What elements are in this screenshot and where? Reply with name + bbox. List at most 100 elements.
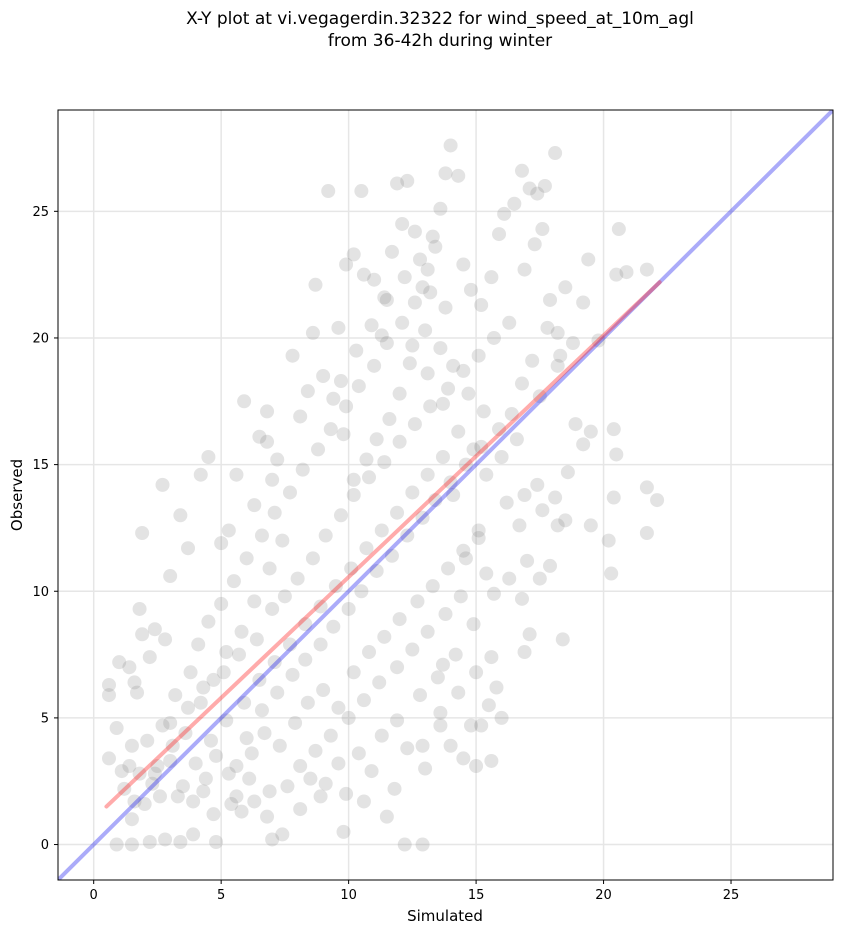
data-point <box>234 804 249 819</box>
data-point <box>494 710 509 725</box>
data-point <box>548 490 563 505</box>
data-point <box>441 561 456 576</box>
data-point <box>390 713 405 728</box>
data-point <box>443 138 458 153</box>
data-point <box>206 807 221 822</box>
data-point <box>413 252 428 267</box>
data-point <box>609 267 624 282</box>
data-point <box>405 485 420 500</box>
data-point <box>507 196 522 211</box>
data-point <box>318 528 333 543</box>
data-point <box>147 622 162 637</box>
data-point <box>142 835 157 850</box>
data-point <box>461 386 476 401</box>
data-point <box>285 348 300 363</box>
data-point <box>244 746 259 761</box>
data-point <box>486 586 501 601</box>
data-point <box>379 292 394 307</box>
data-point <box>356 794 371 809</box>
data-point <box>400 741 415 756</box>
data-point <box>137 797 152 812</box>
data-point <box>369 432 384 447</box>
data-point <box>232 647 247 662</box>
data-point <box>122 660 137 675</box>
data-point <box>124 812 139 827</box>
data-point <box>364 318 379 333</box>
data-point <box>362 470 377 485</box>
data-point <box>469 759 484 774</box>
data-point <box>112 655 127 670</box>
data-point <box>265 601 280 616</box>
data-point <box>390 505 405 520</box>
data-point <box>415 510 430 525</box>
data-point <box>407 224 422 239</box>
data-point <box>308 277 323 292</box>
data-point <box>254 528 269 543</box>
data-point <box>532 389 547 404</box>
data-point <box>619 265 634 280</box>
data-point <box>543 558 558 573</box>
data-point <box>405 338 420 353</box>
data-point <box>407 295 422 310</box>
data-point <box>402 356 417 371</box>
data-point <box>514 163 529 178</box>
data-point <box>145 776 160 791</box>
data-point <box>384 244 399 259</box>
data-point <box>318 776 333 791</box>
data-point <box>346 247 361 262</box>
data-point <box>216 665 231 680</box>
data-point <box>517 488 532 502</box>
data-point <box>392 434 407 449</box>
data-point <box>336 427 351 442</box>
x-axis-label: Simulated <box>407 907 483 925</box>
data-point <box>456 257 471 272</box>
data-point <box>418 761 433 776</box>
data-point <box>639 525 654 540</box>
data-point <box>201 614 216 629</box>
y-axis-label: Observed <box>8 459 26 531</box>
y-tick-label: 0 <box>41 838 49 853</box>
data-point <box>609 447 624 462</box>
data-point <box>430 670 445 685</box>
data-point <box>517 645 532 660</box>
axis-ticks: 0 5 10 15 20 25 0 5 10 15 20 25 <box>32 205 739 903</box>
y-tick-label: 20 <box>32 331 49 346</box>
data-point <box>420 262 435 277</box>
data-point <box>354 584 369 599</box>
data-point <box>193 467 208 482</box>
data-point <box>471 523 486 538</box>
data-point <box>333 508 348 523</box>
data-point <box>316 368 331 383</box>
data-point <box>583 424 598 439</box>
x-tick-label: 20 <box>595 888 612 903</box>
data-point <box>336 824 351 839</box>
data-point <box>252 429 267 444</box>
data-point <box>277 589 292 604</box>
data-point <box>639 480 654 495</box>
data-point <box>186 827 201 842</box>
data-point <box>193 695 208 710</box>
data-points <box>101 138 665 852</box>
data-point <box>203 733 218 748</box>
data-point <box>469 665 484 680</box>
data-point <box>530 477 545 492</box>
data-point <box>420 624 435 639</box>
data-point <box>537 178 552 193</box>
data-point <box>356 267 371 282</box>
data-point <box>234 624 249 639</box>
data-point <box>433 705 448 720</box>
data-point <box>407 417 422 432</box>
data-point <box>387 781 402 796</box>
data-point <box>313 599 328 614</box>
data-point <box>178 726 193 741</box>
reference-lines <box>58 110 833 880</box>
data-point <box>191 637 206 652</box>
regression-line <box>104 280 662 809</box>
data-point <box>122 759 137 774</box>
data-point <box>435 450 450 465</box>
data-point <box>152 789 167 804</box>
data-point <box>509 432 524 447</box>
data-point <box>423 285 438 300</box>
data-point <box>331 700 346 715</box>
